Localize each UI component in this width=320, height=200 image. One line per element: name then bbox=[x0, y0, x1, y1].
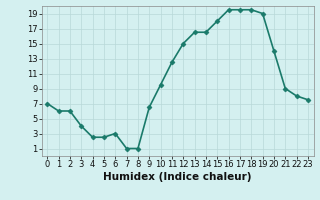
X-axis label: Humidex (Indice chaleur): Humidex (Indice chaleur) bbox=[103, 172, 252, 182]
